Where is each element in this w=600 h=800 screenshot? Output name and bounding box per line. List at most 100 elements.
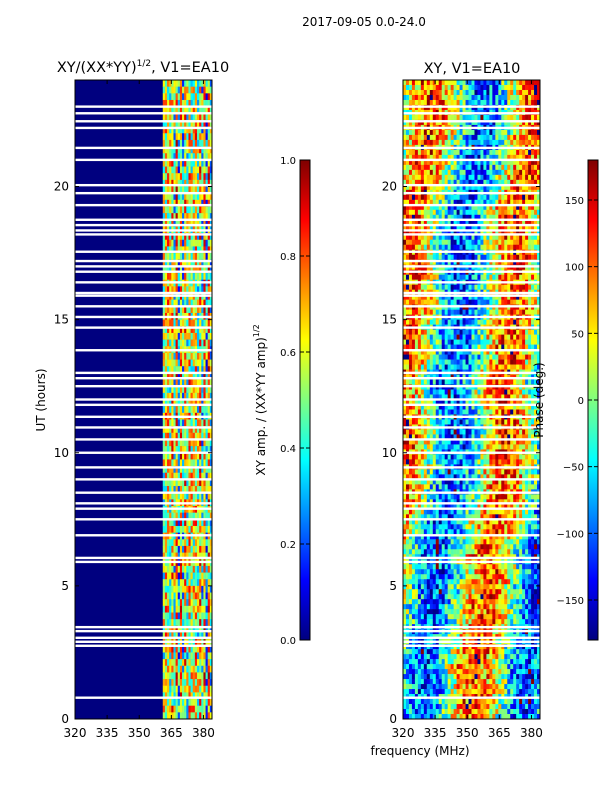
heatmap-cell [182,692,185,700]
heatmap-cell [498,134,502,141]
heatmap-cell [177,366,181,374]
heatmap-cell [207,106,211,114]
heatmap-cell [171,392,174,400]
heatmap-cell [209,519,212,527]
heatmap-cell [182,659,185,667]
heatmap-cell [199,253,202,261]
heatmap-cell [184,492,187,500]
heatmap-cell [426,224,431,231]
heatmap-cell [201,326,204,334]
heatmap-cell [192,426,196,434]
heatmap-cell [177,86,181,94]
heatmap-cell [175,486,179,493]
heatmap-cell [492,134,496,141]
heatmap-cell [162,199,166,207]
heatmap-cell [444,364,448,370]
heatmap-cell [190,246,194,254]
heatmap-cell [171,406,174,414]
heatmap-cell [192,133,196,141]
heatmap-cell [495,134,499,141]
heatmap-cell [182,672,185,680]
heatmap-cell [522,294,526,300]
heatmap-cell [426,114,431,121]
heatmap-cell [197,472,200,480]
heatmap-cell [194,699,198,706]
heatmap-cell [403,84,407,91]
heatmap-cell [184,259,187,267]
heatmap-cell [519,89,523,96]
heatmap-cell [486,89,490,96]
heatmap-cell [450,174,454,181]
heatmap-cell [179,605,183,613]
heatmap-cell [426,194,431,201]
heatmap-cell [205,113,209,121]
heatmap-cell [477,294,481,300]
heatmap-cell [182,339,185,347]
heatmap-cell [447,339,451,345]
heatmap-cell [177,306,181,314]
heatmap-cell [162,80,166,87]
heatmap-cell [186,166,189,174]
heatmap-cell [516,299,520,305]
heatmap-cell [432,329,437,335]
heatmap-cell [186,539,189,547]
heatmap-cell [441,299,445,305]
heatmap-cell [483,254,487,261]
heatmap-cell [192,486,196,493]
heatmap-cell [531,224,535,231]
heatmap-cell [171,612,174,620]
heatmap-cell [201,259,204,267]
heatmap-cell [171,332,174,340]
heatmap-cell [429,184,434,191]
heatmap-cell [207,206,211,214]
heatmap-cell [171,692,174,700]
heatmap-cell [186,239,189,247]
heatmap-cell [516,84,520,91]
heatmap-cell [182,159,185,167]
heatmap-cell [522,354,526,360]
heatmap-cell [197,539,200,547]
heatmap-cell [456,129,460,136]
heatmap-cell [528,199,532,206]
heatmap-cell [489,344,493,350]
heatmap-cell [205,93,209,101]
heatmap-cell [489,89,493,96]
amplitude-colorbar-label: XY amp. / (XX*YY amp)1/2 [252,324,268,475]
heatmap-cell [462,214,466,221]
heatmap-cell [435,229,440,236]
heatmap-cell [164,80,168,87]
heatmap-cell [447,354,451,360]
heatmap-cell [167,525,170,533]
heatmap-cell [507,344,511,350]
heatmap-cell [417,134,422,141]
heatmap-cell [483,309,487,315]
heatmap-cell [177,386,181,394]
heatmap-cell [188,472,191,480]
heatmap-cell [465,284,469,290]
heatmap-cell [171,645,174,653]
heatmap-cell [456,354,460,360]
heatmap-cell [471,299,475,305]
heatmap-cell [197,246,200,254]
heatmap-cell [182,486,185,493]
heatmap-cell [192,99,196,107]
heatmap-cell [162,339,166,347]
heatmap-cell [507,294,511,300]
heatmap-cell [194,219,198,227]
heatmap-cell [462,184,466,191]
heatmap-cell [164,213,168,221]
heatmap-cell [453,134,457,141]
heatmap-cell [486,159,490,166]
heatmap-cell [405,224,410,231]
heatmap-cell [164,432,168,440]
heatmap-cell [417,339,422,345]
heatmap-cell [203,372,206,380]
heatmap-cell [441,244,445,251]
heatmap-cell [408,204,413,211]
heatmap-cell [468,139,472,146]
heatmap-cell [209,246,212,254]
heatmap-cell [209,652,212,660]
heatmap-cell [501,254,505,261]
heatmap-cell [528,359,532,365]
